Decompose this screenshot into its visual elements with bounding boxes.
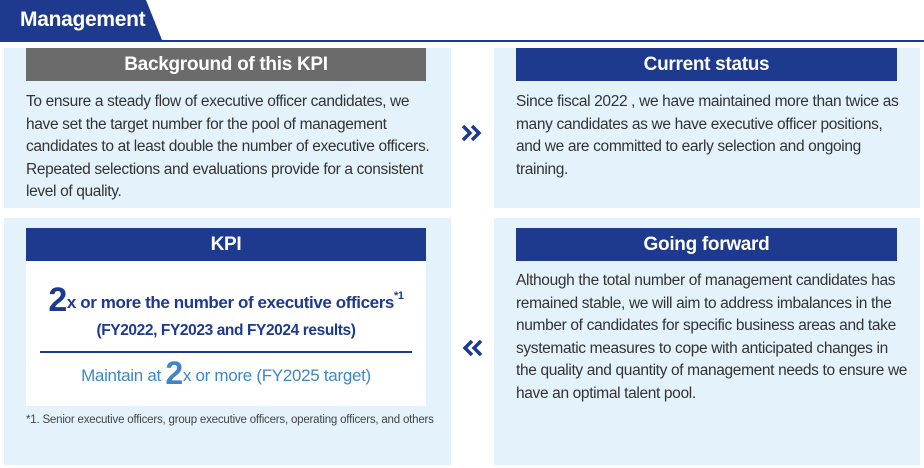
section-tab-shape bbox=[0, 0, 162, 40]
double-chevron-left-icon bbox=[462, 339, 483, 357]
current-status-heading: Current status bbox=[516, 48, 897, 81]
footnote: *1. Senior executive officers, group exe… bbox=[26, 414, 434, 426]
section-divider bbox=[0, 40, 924, 42]
kpi-target-prefix: Maintain at bbox=[81, 366, 166, 385]
kpi-heading: KPI bbox=[26, 228, 426, 261]
kpi-main-number: 2 bbox=[48, 281, 67, 319]
background-text: To ensure a steady flow of executive off… bbox=[26, 93, 430, 200]
going-forward-heading: Going forward bbox=[516, 228, 897, 261]
kpi-target-suffix: x or more (FY2025 target) bbox=[182, 366, 371, 385]
kpi-footnote-mark: *1 bbox=[393, 290, 404, 302]
section-title: Management bbox=[20, 8, 146, 31]
section-tab: Management bbox=[0, 0, 165, 40]
kpi-main-statement: 2x or more the number of executive offic… bbox=[26, 283, 426, 317]
background-heading: Background of this KPI bbox=[26, 48, 426, 81]
double-chevron-right-icon bbox=[461, 124, 482, 142]
kpi-target: Maintain at 2x or more (FY2025 target) bbox=[26, 357, 426, 389]
kpi-main-text: x or more the number of executive office… bbox=[66, 293, 394, 312]
kpi-divider bbox=[40, 351, 412, 353]
kpi-results: (FY2022, FY2023 and FY2024 results) bbox=[96, 322, 356, 339]
current-status-text: Since fiscal 2022 , we have maintained m… bbox=[516, 93, 899, 178]
kpi-target-number: 2 bbox=[165, 355, 183, 391]
kpi-box: 2x or more the number of executive offic… bbox=[26, 261, 426, 406]
going-forward-text: Although the total number of management … bbox=[516, 272, 908, 402]
